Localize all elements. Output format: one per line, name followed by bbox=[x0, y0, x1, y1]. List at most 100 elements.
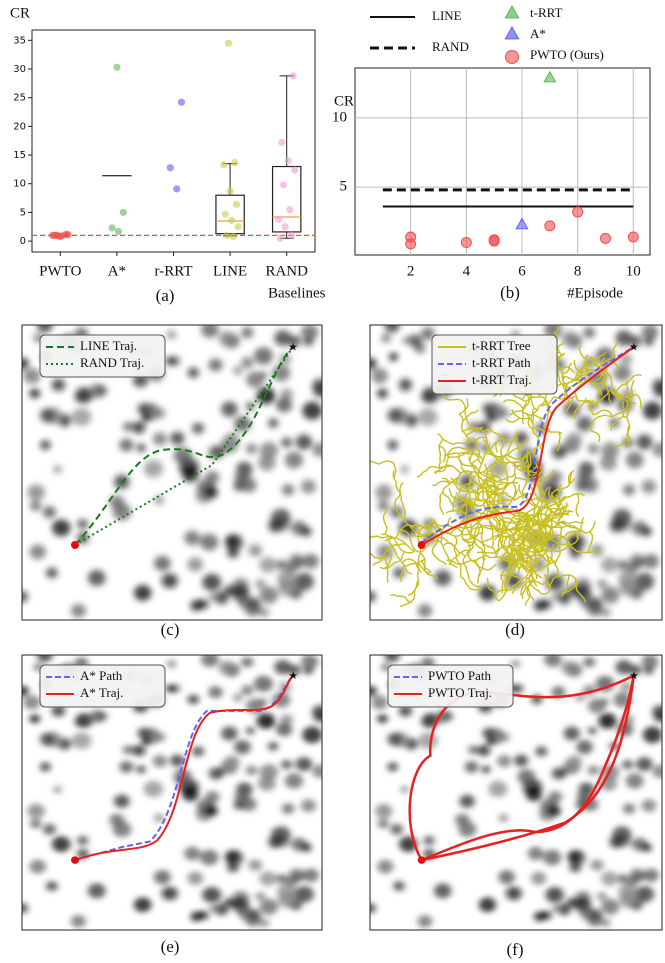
obstacle bbox=[29, 859, 46, 874]
obstacles bbox=[370, 655, 662, 928]
rrt-tree bbox=[538, 475, 544, 494]
obstacle bbox=[595, 347, 615, 365]
obstacle bbox=[143, 459, 164, 478]
goal-star: ★ bbox=[288, 671, 298, 682]
y-axis-label: CR bbox=[10, 5, 30, 21]
rrt-tree bbox=[516, 432, 520, 459]
obstacle bbox=[245, 726, 255, 735]
obstacle bbox=[191, 422, 205, 435]
obstacle bbox=[191, 746, 205, 757]
rrt-tree bbox=[463, 525, 482, 540]
rrt-tree bbox=[538, 484, 561, 514]
point bbox=[515, 217, 529, 230]
obstacle bbox=[241, 327, 254, 339]
rrt-tree bbox=[556, 478, 575, 490]
obstacle bbox=[556, 903, 572, 916]
obstacle bbox=[418, 408, 438, 426]
obstacle bbox=[545, 886, 564, 903]
rrt-tree bbox=[486, 476, 494, 502]
obstacle bbox=[165, 684, 176, 693]
rrt-tree bbox=[390, 595, 411, 602]
rrt-tree bbox=[478, 557, 484, 584]
obstacle bbox=[190, 911, 203, 922]
obstacle bbox=[166, 659, 177, 669]
obstacle bbox=[625, 773, 644, 789]
obstacle bbox=[569, 547, 582, 559]
rrt-tree bbox=[496, 578, 529, 593]
obstacle bbox=[477, 421, 491, 434]
rrt-tree bbox=[499, 562, 511, 601]
obstacle bbox=[153, 732, 166, 743]
rrt-tree bbox=[476, 560, 496, 570]
obstacle bbox=[481, 765, 491, 774]
rrt-tree bbox=[598, 356, 616, 370]
obstacle bbox=[620, 681, 633, 693]
obstacle bbox=[22, 591, 29, 603]
obstacle bbox=[280, 388, 294, 401]
obstacle bbox=[371, 368, 389, 384]
plot-frame bbox=[354, 67, 651, 256]
rrt-tree bbox=[541, 498, 560, 522]
obstacle bbox=[629, 664, 642, 676]
obstacle bbox=[280, 714, 294, 726]
rrt-tree bbox=[545, 401, 548, 424]
x-tick-label: RAND bbox=[265, 263, 308, 279]
obstacle bbox=[569, 862, 582, 873]
rrt-tree bbox=[503, 400, 523, 408]
rrt-tree bbox=[466, 525, 474, 538]
rrt-tree bbox=[612, 375, 641, 392]
obstacle bbox=[70, 915, 86, 928]
obstacle bbox=[22, 685, 29, 697]
rrt-tree bbox=[388, 539, 412, 574]
legend-label: t-RRT Traj. bbox=[472, 372, 532, 387]
obstacle bbox=[214, 903, 229, 916]
obstacle bbox=[497, 754, 512, 768]
obstacle bbox=[245, 765, 258, 776]
obstacle bbox=[635, 572, 655, 591]
point bbox=[232, 200, 241, 208]
obstacle bbox=[259, 764, 279, 780]
obstacle bbox=[617, 559, 629, 570]
rrt-tree bbox=[529, 555, 549, 563]
obstacle bbox=[29, 544, 46, 560]
rrt-tree bbox=[499, 535, 514, 551]
obstacle bbox=[241, 357, 254, 369]
y-tick-label: 30 bbox=[13, 64, 26, 75]
trajectory bbox=[422, 347, 634, 545]
point bbox=[53, 231, 61, 239]
obstacle bbox=[279, 353, 292, 365]
rrt-tree bbox=[550, 532, 581, 544]
obstacle bbox=[39, 408, 56, 423]
obstacle bbox=[202, 886, 222, 903]
legend-label: t-RRT Tree bbox=[472, 338, 531, 353]
obstacle bbox=[510, 659, 521, 669]
rrt-tree bbox=[476, 491, 495, 493]
legend-label: PWTO (Ours) bbox=[530, 47, 604, 62]
obstacle bbox=[597, 892, 607, 901]
obstacle bbox=[37, 325, 53, 333]
obstacle bbox=[253, 347, 273, 365]
trajectory bbox=[422, 347, 634, 543]
point bbox=[64, 231, 72, 239]
obstacle bbox=[527, 846, 544, 861]
rrt-tree bbox=[611, 417, 627, 431]
obstacle bbox=[29, 500, 42, 512]
rrt-tree bbox=[591, 431, 599, 442]
rrt-tree bbox=[505, 570, 513, 591]
obstacle bbox=[187, 871, 204, 885]
rrt-tree bbox=[413, 524, 436, 536]
y-tick-label: 5 bbox=[20, 207, 26, 218]
rrt-tree bbox=[577, 518, 583, 540]
obstacle bbox=[421, 390, 435, 403]
rrt-tree bbox=[542, 397, 554, 406]
obstacles bbox=[22, 325, 322, 618]
obstacle bbox=[29, 388, 41, 399]
rrt-tree bbox=[514, 516, 533, 527]
rrt-tree bbox=[577, 374, 605, 384]
rrt-tree bbox=[441, 392, 472, 429]
rrt-tree bbox=[518, 516, 530, 526]
rrt-tree bbox=[593, 410, 612, 416]
rrt-tree bbox=[456, 459, 497, 484]
rrt-tree bbox=[432, 481, 450, 485]
obstacle bbox=[617, 873, 629, 884]
